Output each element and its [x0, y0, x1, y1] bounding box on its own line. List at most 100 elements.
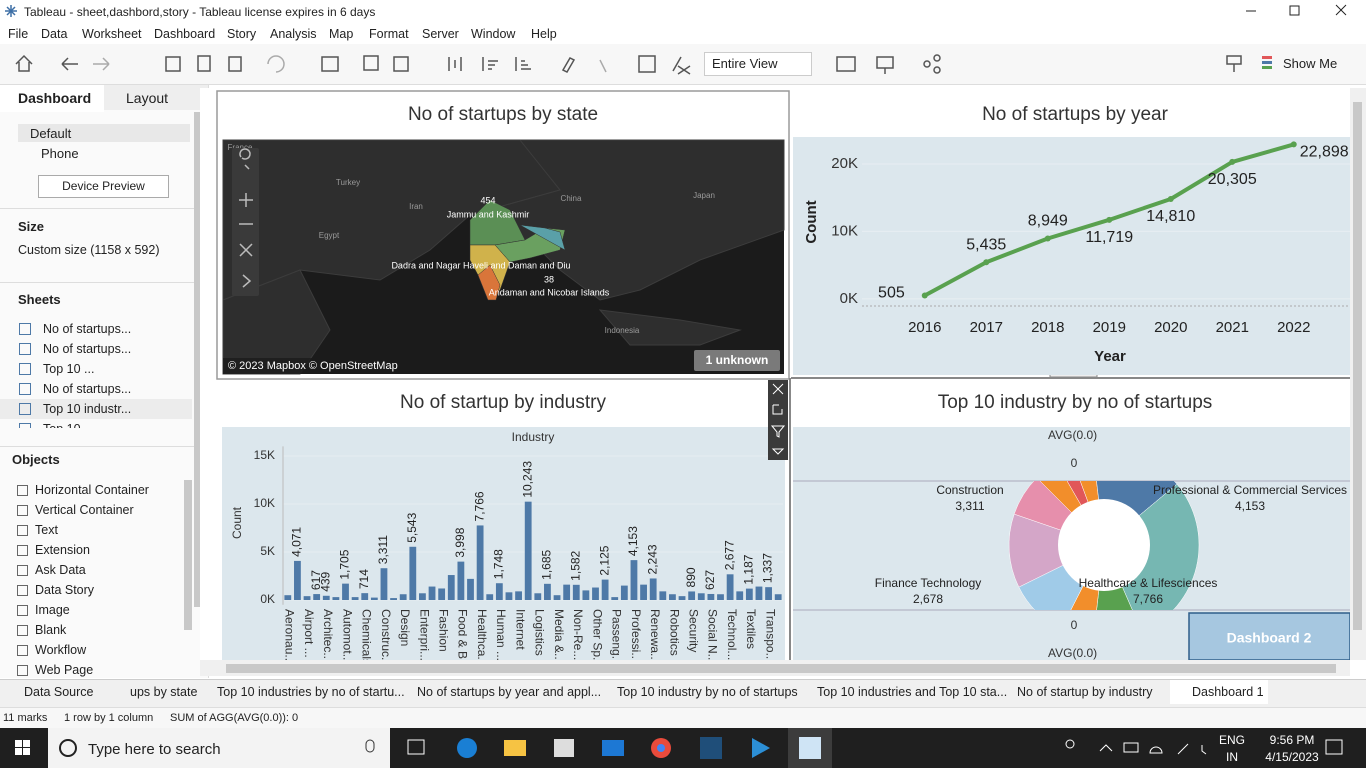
sheet-tab[interactable]: Data Source [24, 685, 94, 699]
sheet-tab[interactable]: ups by state [130, 685, 198, 699]
sheet-item[interactable]: No of startups... [43, 342, 132, 356]
scrollbar-thumb[interactable] [226, 664, 1336, 673]
panel-tab[interactable]: Layout [126, 90, 169, 106]
object-item[interactable]: Web Page [35, 663, 94, 677]
bar [582, 590, 590, 600]
pie-slice [1070, 544, 1105, 610]
object-item[interactable]: Text [35, 523, 58, 537]
device-preview-button[interactable] [38, 175, 169, 198]
object-icon [17, 625, 28, 636]
bar [697, 593, 705, 600]
object-item[interactable]: Blank [35, 623, 67, 637]
sheet-tab[interactable]: Dashboard 1 [1192, 685, 1264, 699]
unknown-indicator: 1 unknown [706, 353, 769, 367]
fit-label[interactable]: Entire View [712, 56, 778, 71]
sheet-item[interactable]: No of startups... [43, 322, 132, 336]
x-tick-label: 2018 [1031, 319, 1064, 336]
object-item[interactable]: Vertical Container [35, 503, 134, 517]
menu-item[interactable]: Worksheet [82, 27, 142, 41]
object-item[interactable]: Data Story [35, 583, 95, 597]
object-item[interactable]: Horizontal Container [35, 483, 149, 497]
x-tick-label: Design [398, 609, 412, 646]
scrollbar[interactable] [184, 480, 192, 630]
sheet-tab[interactable]: No of startups by year and appl... [417, 685, 602, 699]
sheet-item[interactable]: No of startups... [43, 382, 132, 396]
sheet-tab[interactable]: Top 10 industries and Top 10 sta... [817, 685, 1008, 699]
menu-item[interactable]: File [8, 27, 29, 41]
dashboard-button[interactable] [1188, 612, 1350, 660]
status-item: 1 row by 1 column [64, 712, 154, 724]
device-item[interactable]: Phone [41, 146, 79, 161]
object-item[interactable]: Workflow [35, 643, 87, 657]
object-icon [17, 645, 28, 656]
scrollbar-thumb[interactable] [1353, 102, 1362, 630]
scrollbar[interactable] [194, 112, 201, 607]
tray-lang[interactable]: ENG [1219, 733, 1246, 747]
device-item[interactable]: Default [30, 126, 72, 141]
bar [707, 593, 715, 600]
data-label: 1,685 [540, 549, 554, 579]
sheet-tab[interactable]: Top 10 industry by no of startups [617, 685, 798, 699]
clock-time[interactable]: 9:56 PM [1269, 733, 1315, 747]
object-item[interactable]: Image [35, 603, 70, 617]
bar [486, 594, 494, 600]
menu-item[interactable]: Data [41, 27, 68, 41]
plot-bg [222, 427, 785, 660]
menu-item[interactable]: Window [471, 27, 516, 41]
object-item[interactable]: Extension [35, 543, 90, 557]
x-tick-label: Media &... [552, 609, 566, 660]
map-place: France [228, 143, 253, 152]
sheet-tab[interactable]: Top 10 industries by no of startu... [217, 685, 405, 699]
x-tick-label: Aeronau... [283, 609, 297, 660]
menu-item[interactable]: Map [329, 27, 354, 41]
size-dropdown[interactable]: Custom size (1158 x 592) [18, 243, 160, 257]
map-place: Turkey [336, 178, 360, 187]
sheet-item[interactable]: Top 10 industr... [43, 402, 132, 416]
object-icon [17, 585, 28, 596]
bar [284, 595, 292, 600]
tray-icons[interactable] [1058, 728, 1358, 768]
bar [342, 583, 349, 600]
sheet-item[interactable]: Top 10 [43, 422, 81, 428]
y-tick-label: 15K [254, 448, 275, 462]
sheet-item[interactable]: Top 10 ... [43, 362, 95, 376]
object-list: Horizontal Container Vertical Container Te… [0, 480, 182, 678]
data-label: 3,311 [376, 535, 390, 564]
sheet-icon [19, 383, 31, 395]
map-toolbar [232, 148, 259, 296]
tray-region[interactable]: IN [1226, 750, 1238, 764]
bar [524, 501, 532, 600]
menu-item[interactable]: Help [531, 27, 557, 41]
dashboard-button-label[interactable]: Dashboard 2 [1227, 630, 1312, 646]
object-icon [17, 565, 28, 576]
sheet-selected-bg [0, 399, 192, 419]
object-item[interactable]: Ask Data [35, 563, 86, 577]
bar [717, 594, 724, 600]
toolbar-right-icons[interactable] [1224, 52, 1276, 76]
toolbar-icons[interactable] [0, 44, 960, 84]
taskbar-icons[interactable] [0, 728, 850, 768]
menu-item[interactable]: Story [227, 27, 257, 41]
line-point [1044, 235, 1051, 242]
menu-item[interactable]: Analysis [270, 27, 317, 41]
clock-date[interactable]: 4/15/2023 [1265, 750, 1319, 764]
map-label: Jammu and Kashmir [447, 209, 530, 219]
sheet-tab[interactable]: No of startup by industry [1017, 685, 1153, 699]
menu-item[interactable]: Format [369, 27, 409, 41]
line-point [1167, 195, 1174, 202]
show-me[interactable]: Show Me [1283, 56, 1338, 71]
x-tick-label: Non-Re... [571, 609, 585, 660]
data-label: 4,071 [290, 527, 304, 557]
panel-tab[interactable]: Dashboard [18, 90, 92, 106]
menu-item[interactable]: Dashboard [154, 27, 216, 41]
selected-zone [216, 90, 790, 380]
menu-item[interactable]: Server [422, 27, 459, 41]
fit-dropdown[interactable] [704, 52, 812, 76]
x-tick-label: 2021 [1216, 319, 1249, 336]
window-controls[interactable] [1230, 0, 1366, 22]
line-point [983, 259, 990, 266]
search-box[interactable]: Type here to search [88, 741, 221, 758]
device-preview-label[interactable]: Device Preview [62, 179, 145, 193]
data-label: 2,243 [645, 544, 659, 574]
